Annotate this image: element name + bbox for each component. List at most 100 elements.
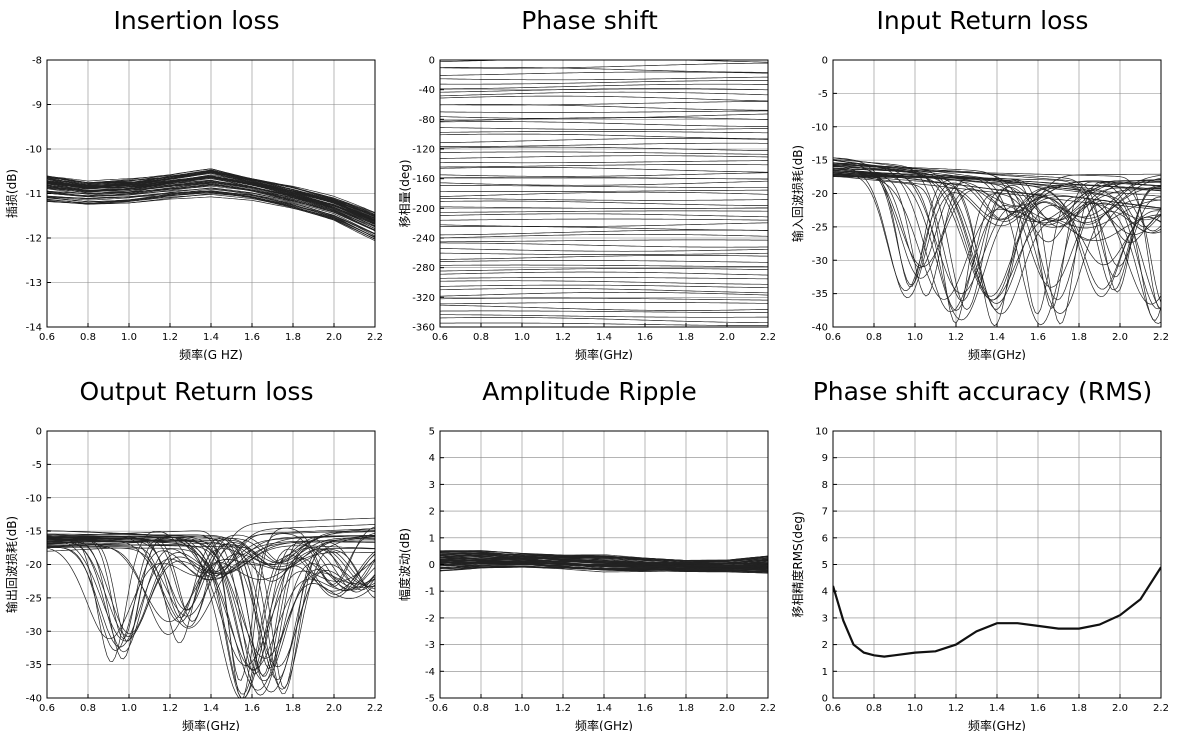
y-tick-label: -5 (425, 694, 435, 705)
series-line (440, 210, 768, 213)
x-tick-label: 1.2 (555, 703, 571, 714)
plot-area: 0.6 0.8 1.0 1.2 1.4 1.6 1.8 2.0 2.2 0 -40 -80 -120 -1… (398, 56, 776, 361)
chart-title: Amplitude Ripple (482, 377, 697, 406)
series-line (440, 131, 768, 134)
y-tick-label: -40 (812, 323, 828, 334)
series-line (440, 62, 768, 69)
series-line (440, 280, 768, 285)
series-line (833, 164, 1161, 304)
series-line (47, 540, 375, 682)
x-tick-label: 0.6 (39, 703, 55, 714)
x-tick-label: 1.8 (285, 703, 301, 714)
y-tick-label: -240 (412, 234, 435, 245)
y-tick-label: 1 (822, 667, 828, 678)
series-line (440, 229, 768, 236)
series-line (440, 561, 768, 570)
y-tick-label: -3 (425, 640, 435, 651)
series-line (440, 242, 768, 248)
x-tick-label: 1.4 (989, 332, 1005, 343)
y-tick-label: 2 (822, 640, 828, 651)
series-line (47, 180, 375, 227)
x-tick-label: 1.6 (1030, 332, 1046, 343)
y-tick-label: -15 (812, 156, 828, 167)
x-tick-label: 2.0 (719, 703, 735, 714)
x-tick-label: 2.0 (326, 332, 342, 343)
series-line (47, 536, 375, 629)
series-line (440, 566, 768, 573)
x-tick-label: 0.8 (80, 703, 96, 714)
plot-area: 0.6 0.8 1.0 1.2 1.4 1.6 1.8 2.0 2.2 -14 -13 -12 -11 -… (5, 56, 383, 361)
chart-phase-shift: Phase shift 0.6 0.8 1.0 1.2 1.4 1.6 1.8 2.0 2.2 0… (393, 0, 786, 371)
series-line (440, 164, 768, 168)
y-tick-label: -10 (812, 122, 828, 133)
chart-phase-accuracy-rms: Phase shift accuracy (RMS) 0.6 0.8 1.0 1.2 1… (786, 371, 1179, 742)
series-line (440, 317, 768, 324)
series-line (440, 172, 768, 177)
x-tick-label: 1.0 (121, 332, 137, 343)
series-line (440, 255, 768, 260)
series-line (440, 551, 768, 562)
x-tick-label: 1.8 (1071, 332, 1087, 343)
x-tick-label: 0.6 (432, 703, 448, 714)
y-tick-label: 3 (429, 480, 435, 491)
series-line (440, 264, 768, 268)
x-tick-label: 1.6 (244, 332, 260, 343)
series-line (440, 138, 768, 144)
series-line (833, 167, 1161, 301)
y-tick-label: 10 (815, 427, 828, 438)
y-tick-label: -9 (32, 100, 42, 111)
series-line (440, 121, 768, 127)
series-line (833, 169, 1161, 301)
series-line (440, 185, 768, 189)
series-line (47, 536, 375, 696)
x-tick-label: 1.0 (121, 703, 137, 714)
series-line (440, 71, 768, 76)
x-tick-label: 1.6 (1030, 703, 1046, 714)
x-tick-label: 0.6 (825, 703, 841, 714)
series-line (440, 302, 768, 305)
x-tick-label: 1.8 (1071, 703, 1087, 714)
x-tick-label: 1.4 (596, 703, 612, 714)
y-tick-label: -5 (818, 89, 828, 100)
x-tick-label: 0.6 (39, 332, 55, 343)
chart-title: Input Return loss (876, 6, 1089, 35)
y-tick-label: -35 (812, 289, 828, 300)
series-line (440, 268, 768, 272)
x-tick-label: 1.6 (637, 703, 653, 714)
series-line (440, 248, 768, 252)
series-line (47, 543, 375, 689)
y-tick-label: -13 (26, 278, 42, 289)
y-tick-label: -40 (26, 694, 42, 705)
chart-title: Output Return loss (79, 377, 314, 406)
x-tick-label: 2.0 (326, 703, 342, 714)
y-tick-label: 7 (822, 507, 828, 518)
series-line (47, 196, 375, 240)
y-tick-label: 5 (429, 427, 435, 438)
x-tick-label: 2.0 (1112, 332, 1128, 343)
chart-title: Insertion loss (113, 6, 280, 35)
plot-area: 0.6 0.8 1.0 1.2 1.4 1.6 1.8 2.0 2.2 0 -5 -10 -15 -20 -… (4, 427, 383, 732)
series-line (440, 277, 768, 280)
y-tick-label: -320 (412, 293, 435, 304)
y-tick-label: 0 (822, 694, 828, 705)
series-line (47, 531, 375, 623)
series-line (833, 175, 1161, 324)
x-tick-label: 1.0 (907, 332, 923, 343)
series-line (833, 159, 1161, 315)
y-tick-label: -10 (26, 493, 42, 504)
chart-output-return-loss: Output Return loss 0.6 0.8 1.0 1.2 1.4 1.6 1.8… (0, 371, 393, 742)
y-tick-label: 0 (429, 56, 435, 67)
x-tick-label: 0.6 (825, 332, 841, 343)
series-line (833, 157, 1161, 268)
x-axis-label: 频率(GHz) (575, 718, 633, 731)
series-line (440, 239, 768, 243)
series-line (440, 291, 768, 297)
series-line (47, 539, 375, 669)
x-tick-label: 1.2 (948, 703, 964, 714)
series-line (47, 536, 375, 677)
series-line (47, 547, 375, 691)
y-tick-label: -25 (26, 593, 42, 604)
series-line (440, 260, 768, 263)
y-tick-label: -30 (812, 256, 828, 267)
x-tick-label: 0.8 (473, 703, 489, 714)
